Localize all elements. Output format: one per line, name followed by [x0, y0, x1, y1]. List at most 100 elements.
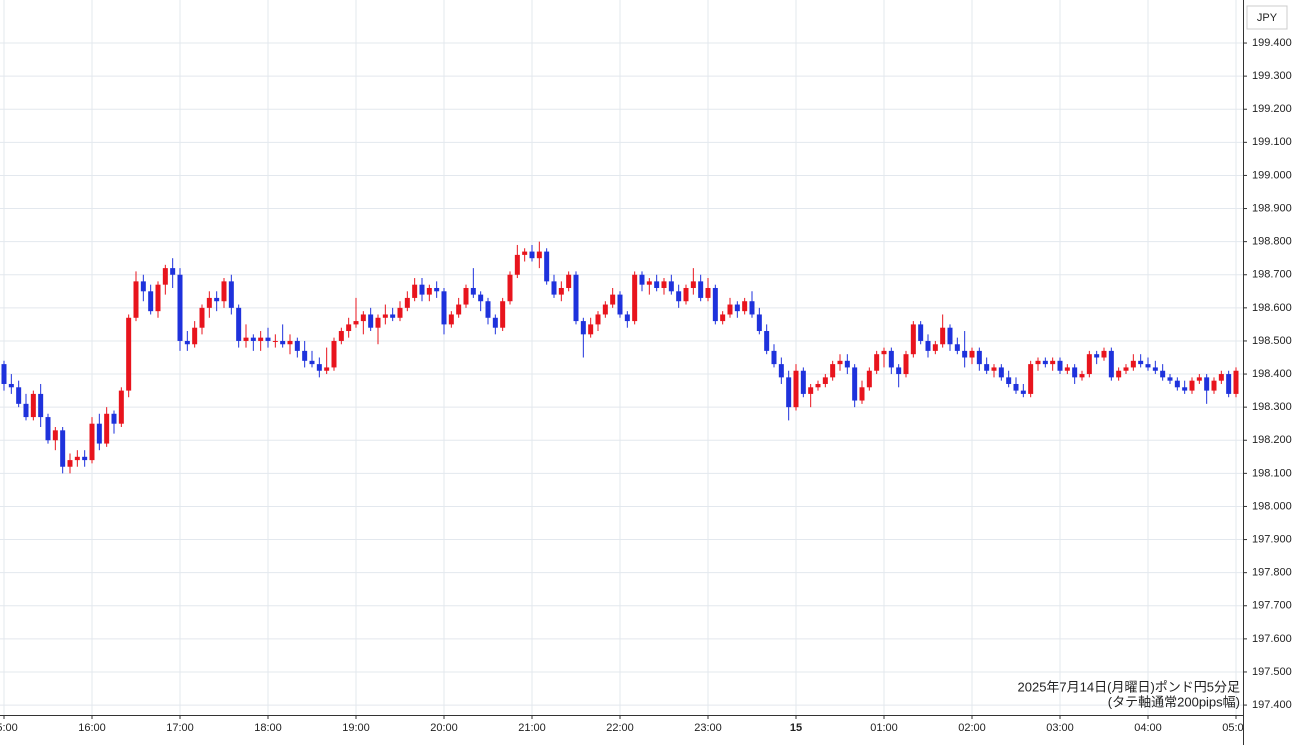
candle-body	[712, 287, 718, 322]
y-tick-label: 197.800	[1252, 567, 1292, 579]
candle-body	[1174, 380, 1180, 388]
candle-body	[478, 294, 484, 302]
candle-body	[287, 340, 293, 345]
candle-body	[16, 387, 22, 404]
candle-body	[302, 350, 308, 361]
candle-body	[206, 297, 212, 308]
candle-body	[786, 377, 792, 408]
candle-body	[1211, 380, 1217, 391]
candle-body	[485, 301, 491, 318]
candle-body	[1123, 367, 1129, 371]
candle-body	[280, 340, 286, 345]
candle-body	[507, 274, 513, 302]
candle-body	[734, 304, 740, 312]
candle-body	[536, 251, 542, 259]
candle-body	[162, 268, 168, 285]
candle-body	[316, 364, 322, 371]
candle-body	[698, 281, 704, 298]
candle-body	[778, 364, 784, 378]
candle-body	[265, 337, 271, 341]
candle-body	[720, 314, 726, 322]
candle-body	[96, 423, 102, 444]
candle-body	[382, 314, 388, 318]
candle-body	[1182, 387, 1188, 391]
candle-body	[236, 307, 242, 341]
candle-body	[1101, 350, 1107, 358]
x-tick-label: 05:00	[1222, 722, 1250, 734]
candle-body	[104, 413, 110, 444]
candle-body	[1042, 360, 1048, 365]
candle-body	[749, 301, 755, 315]
candle-body	[595, 314, 601, 325]
candle-body	[148, 291, 154, 312]
candle-body	[30, 393, 36, 418]
candle-body	[844, 360, 850, 368]
candle-body	[1204, 377, 1210, 391]
candle-body	[690, 281, 696, 288]
candle-body	[60, 430, 66, 467]
candle-body	[896, 367, 902, 375]
candle-body	[309, 360, 315, 365]
candle-body	[522, 251, 528, 255]
candle-body	[1064, 367, 1070, 371]
candle-body	[375, 317, 381, 328]
candle-body	[903, 354, 909, 375]
x-tick-label: 15	[790, 722, 802, 734]
candle-body	[243, 337, 249, 341]
candle-body	[962, 350, 968, 358]
candle-body	[1196, 377, 1202, 381]
candle-body	[551, 281, 557, 295]
candle-body	[412, 284, 418, 298]
y-tick-label: 198.700	[1252, 269, 1292, 281]
y-tick-label: 199.000	[1252, 169, 1292, 181]
candle-body	[969, 350, 975, 358]
candle-body	[1094, 354, 1100, 358]
y-tick-label: 198.900	[1252, 202, 1292, 214]
candle-body	[500, 301, 506, 328]
candle-body	[742, 301, 748, 312]
x-axis: 15:00 16:00 17:00 18:00 19:00 20:00 21:00 22:00…	[0, 715, 1250, 734]
candle-body	[111, 413, 117, 424]
candle-body	[602, 304, 608, 315]
x-tick-label: 20:00	[430, 722, 458, 734]
candle-body	[918, 324, 924, 341]
candle-body	[1145, 364, 1151, 368]
candle-body	[668, 281, 674, 292]
candle-body	[228, 281, 234, 308]
candle-body	[558, 287, 564, 295]
candle-body	[580, 321, 586, 335]
candle-body	[45, 417, 51, 441]
candle-body	[331, 340, 337, 368]
candle-body	[360, 314, 366, 322]
candle-body	[272, 340, 278, 342]
candle-body	[881, 350, 887, 355]
y-tick-label: 197.500	[1252, 666, 1292, 678]
annotation: (タテ軸通常200pips幅)	[1108, 694, 1240, 709]
candle-body	[434, 287, 440, 292]
candle-body	[1006, 377, 1012, 384]
candle-body	[82, 456, 88, 461]
candle-body	[984, 364, 990, 371]
candle-body	[683, 287, 689, 302]
grid	[0, 0, 1243, 715]
candle-body	[1072, 367, 1078, 378]
candle-body	[910, 324, 916, 355]
candle-body	[1233, 370, 1239, 394]
candle-body	[837, 360, 843, 365]
currency-label: JPY	[1257, 12, 1278, 24]
x-tick-label: 04:00	[1134, 722, 1162, 734]
candle-body	[1108, 350, 1114, 378]
candle-body	[1167, 377, 1173, 381]
candle-body	[133, 281, 139, 318]
candle-body	[617, 294, 623, 315]
currency-box	[1246, 5, 1288, 30]
candle-body	[874, 354, 880, 371]
candle-body	[463, 287, 469, 305]
candle-body	[998, 367, 1004, 378]
candle-body	[140, 281, 146, 292]
candle-body	[756, 314, 762, 332]
y-tick-label: 199.400	[1252, 37, 1292, 49]
candle-body	[448, 314, 454, 325]
candle-body	[67, 460, 73, 467]
